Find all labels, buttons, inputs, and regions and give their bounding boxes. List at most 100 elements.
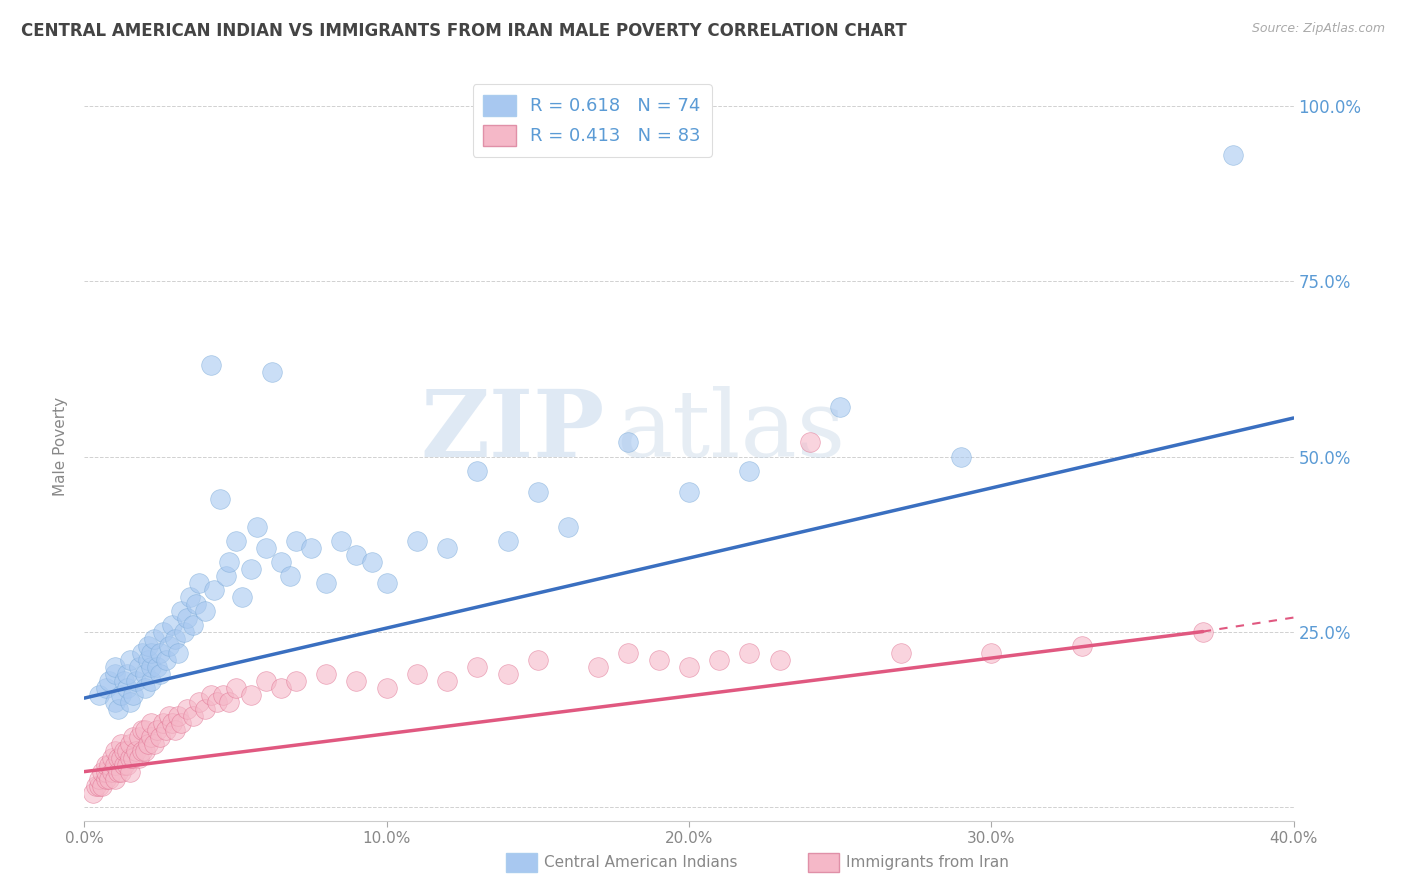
Point: [207, 695, 229, 709]
Point: [134, 723, 156, 737]
Point: [121, 688, 143, 702]
Text: CENTRAL AMERICAN INDIAN VS IMMIGRANTS FROM IRAN MALE POVERTY CORRELATION CHART: CENTRAL AMERICAN INDIAN VS IMMIGRANTS FR…: [21, 22, 907, 40]
Point: [136, 737, 159, 751]
Point: [436, 541, 458, 555]
Point: [112, 673, 135, 688]
Point: [980, 646, 1002, 660]
Point: [678, 484, 700, 499]
Point: [165, 632, 187, 646]
Point: [315, 575, 337, 590]
Point: [239, 688, 262, 702]
Point: [254, 541, 277, 555]
Point: [212, 688, 235, 702]
Point: [115, 681, 138, 695]
Point: [738, 646, 761, 660]
Point: [176, 701, 198, 715]
Point: [104, 743, 127, 757]
Point: [950, 450, 973, 464]
Point: [107, 764, 129, 779]
Point: [94, 757, 117, 772]
Point: [115, 743, 138, 757]
Point: [115, 666, 138, 681]
Point: [181, 617, 204, 632]
Point: [406, 533, 429, 548]
Point: [89, 779, 111, 793]
Point: [91, 779, 114, 793]
Point: [134, 681, 156, 695]
Point: [200, 359, 222, 373]
Point: [104, 659, 127, 673]
Point: [152, 624, 174, 639]
Point: [799, 435, 821, 450]
Point: [139, 715, 162, 730]
Point: [139, 659, 162, 673]
Point: [115, 757, 138, 772]
Point: [91, 764, 114, 779]
Point: [110, 737, 132, 751]
Point: [86, 779, 108, 793]
Point: [160, 617, 183, 632]
Point: [131, 723, 153, 737]
Point: [179, 590, 201, 604]
Text: ZIP: ZIP: [420, 386, 605, 476]
Point: [375, 681, 398, 695]
Point: [128, 659, 150, 673]
Point: [146, 659, 169, 673]
Point: [146, 723, 169, 737]
Point: [496, 533, 519, 548]
Point: [165, 723, 187, 737]
Point: [104, 757, 127, 772]
Point: [104, 695, 127, 709]
Y-axis label: Male Poverty: Male Poverty: [53, 396, 69, 496]
Point: [617, 646, 640, 660]
Point: [128, 750, 150, 764]
Point: [157, 639, 180, 653]
Point: [225, 533, 247, 548]
Point: [97, 757, 120, 772]
Point: [188, 575, 211, 590]
Point: [648, 652, 671, 666]
Point: [125, 673, 148, 688]
Point: [121, 750, 143, 764]
Point: [285, 673, 308, 688]
Text: Source: ZipAtlas.com: Source: ZipAtlas.com: [1251, 22, 1385, 36]
Point: [170, 603, 193, 617]
Point: [769, 652, 792, 666]
Point: [134, 666, 156, 681]
Point: [527, 484, 550, 499]
Point: [118, 750, 141, 764]
Point: [139, 730, 162, 744]
Point: [131, 743, 153, 757]
Point: [194, 603, 217, 617]
Point: [557, 519, 579, 533]
Point: [467, 659, 489, 673]
Point: [128, 730, 150, 744]
Point: [278, 568, 301, 582]
Point: [200, 688, 222, 702]
Point: [121, 730, 143, 744]
Point: [155, 652, 177, 666]
Point: [97, 673, 120, 688]
Point: [496, 666, 519, 681]
Point: [100, 764, 122, 779]
Point: [215, 568, 238, 582]
Point: [97, 772, 120, 786]
Point: [89, 772, 111, 786]
Point: [231, 590, 253, 604]
Point: [1071, 639, 1094, 653]
Point: [1222, 148, 1244, 162]
Point: [118, 695, 141, 709]
Point: [149, 646, 172, 660]
Point: [160, 715, 183, 730]
Point: [346, 673, 368, 688]
Point: [346, 548, 368, 562]
Point: [134, 743, 156, 757]
Point: [107, 750, 129, 764]
Point: [285, 533, 308, 548]
Point: [94, 772, 117, 786]
Point: [100, 750, 122, 764]
Point: [94, 681, 117, 695]
Point: [246, 519, 269, 533]
Legend: R = 0.618   N = 74, R = 0.413   N = 83: R = 0.618 N = 74, R = 0.413 N = 83: [472, 84, 711, 156]
Point: [186, 597, 208, 611]
